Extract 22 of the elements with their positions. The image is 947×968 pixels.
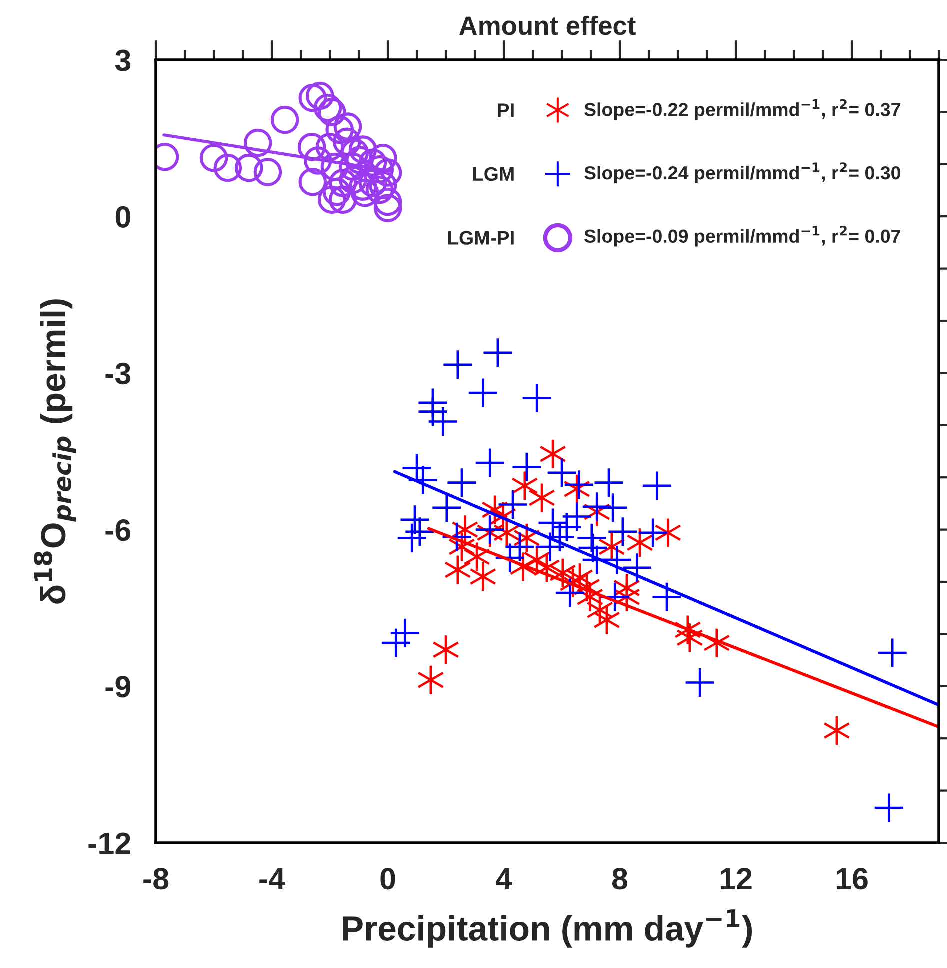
x-tick-label: -4 [260,868,286,890]
x-tick-label: 0 [380,868,396,890]
legend-label: LGM [473,167,514,182]
legend-label: LGM-PI [448,231,514,245]
annotation: Slope=-0.09 permil/mmd$^{−1}$, r$^{2}$= 0.07 [584,226,900,247]
legend-label: PI [498,104,514,118]
x-axis-title: Precipitation (mm day$^{−1}$) [343,910,752,948]
x-tick-label: -8 [144,868,169,890]
y-tick-label: 0 [116,206,130,228]
chart-title: Amount effect [459,16,636,36]
y-tick-label: -3 [106,362,131,385]
y-tick-label: 3 [115,50,131,72]
x-tick-label: 12 [720,868,752,890]
annotation: Slope=-0.24 permil/mmd$^{−1}$, r$^{2}$= 0.30 [584,162,900,184]
y-tick-label: -6 [106,520,131,542]
y-tick-label: -9 [106,676,131,698]
y-tick-label: -12 [88,832,130,854]
x-tick-label: 4 [496,868,512,890]
x-tick-label: 16 [836,868,868,890]
annotation: Slope=-0.22 permil/mmd$^{−1}$, r$^{2}$= 0.37 [584,99,900,120]
x-tick-label: 8 [612,868,628,890]
y-axis-title: δ$^{18}$O$_{precip}$ (permil) [34,300,76,604]
